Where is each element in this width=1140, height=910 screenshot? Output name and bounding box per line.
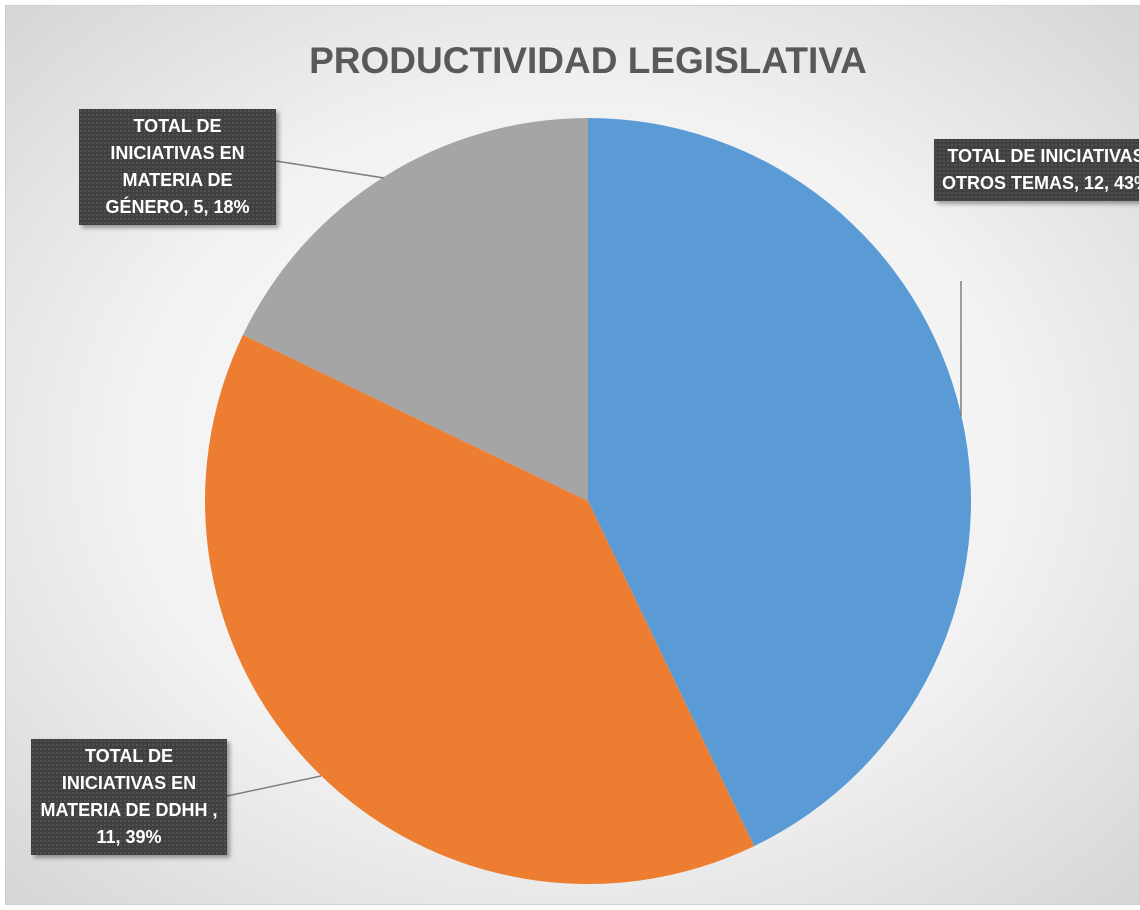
chart: PRODUCTIVIDAD LEGISLATIVA TOTAL DE INICI… [5, 5, 1140, 905]
pie-slice [204, 334, 755, 885]
leader-line [275, 160, 385, 179]
chart-svg: PRODUCTIVIDAD LEGISLATIVA [204, 40, 972, 885]
leader-line [226, 775, 322, 797]
chart-title: PRODUCTIVIDAD LEGISLATIVA [309, 40, 867, 81]
data-label: TOTAL DE INICIATIVAS EN MATERIA DE GÉNER… [79, 109, 276, 225]
data-label: TOTAL DE INICIATIVAS EN MATERIA DE DDHH … [31, 739, 227, 855]
data-label: TOTAL DE INICIATIVAS OTROS TEMAS, 12, 43… [934, 139, 1139, 201]
pie-slice [242, 118, 588, 501]
pie-slice [588, 118, 972, 847]
